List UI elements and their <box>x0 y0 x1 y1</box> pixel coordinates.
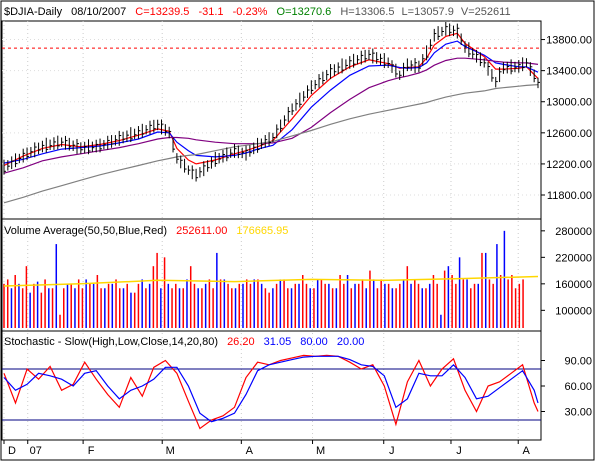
stoch-k-line <box>3 354 539 430</box>
price-tick-label: 13000.00 <box>546 97 592 109</box>
header-volume: V=252611 <box>461 6 511 18</box>
stoch-legend-lower: 20.00 <box>337 336 365 348</box>
header-pct: -0.23% <box>233 6 268 18</box>
x-axis: D 07 F M A M J J A <box>3 440 531 457</box>
header-low: L=13057.9 <box>402 6 454 18</box>
x-tick-label: A <box>523 445 531 457</box>
price-tick-label: 13800.00 <box>546 35 592 47</box>
stoch-tick-label: 90.00 <box>564 356 592 368</box>
header-high: H=13306.5 <box>340 6 394 18</box>
volume-tick-label: 100000 <box>555 305 592 317</box>
x-tick-label: 07 <box>30 445 42 457</box>
x-tick-label: J <box>456 445 462 457</box>
header-symbol: $DJIA-Daily <box>4 6 63 18</box>
volume-tick-label: 220000 <box>555 252 592 264</box>
volume-legend-last: 252611.00 <box>176 225 227 237</box>
x-tick-label: F <box>88 445 95 457</box>
volume-tick-label: 160000 <box>555 279 592 291</box>
x-tick-label: M <box>316 445 325 457</box>
volume-tick-label: 280000 <box>555 226 592 238</box>
stoch-y-axis: 30.00 60.00 90.00 <box>2 356 592 421</box>
x-tick-label: A <box>246 445 254 457</box>
stoch-legend-upper: 80.00 <box>300 336 328 348</box>
header-close: C=13239.5 <box>135 6 189 18</box>
stoch-tick-label: 30.00 <box>564 407 592 419</box>
x-tick-label: D <box>8 445 16 457</box>
volume-legend: Volume Average(50,50,Blue,Red) 252611.00… <box>4 225 288 237</box>
sma-red-line <box>3 32 539 167</box>
price-tick-label: 11800.00 <box>547 190 592 202</box>
chart-header: $DJIA-Daily 08/10/2007 C=13239.5 -31.1 -… <box>4 6 511 18</box>
stoch-series <box>3 354 539 430</box>
stoch-legend-d: 31.05 <box>264 336 292 348</box>
sma-gray-line <box>3 84 539 204</box>
volume-average-line <box>3 275 539 287</box>
stoch-legend-k: 26.20 <box>227 336 255 348</box>
x-tick-label: M <box>166 445 175 457</box>
volume-y-axis: 100000 160000 220000 280000 <box>541 226 592 317</box>
sma-blue-line <box>3 40 539 164</box>
price-tick-label: 12200.00 <box>546 159 592 171</box>
stoch-legend: Stochastic - Slow(High,Low,Close,14,20,8… <box>4 336 364 348</box>
header-open: O=13270.6 <box>277 6 332 18</box>
stoch-d-line <box>3 355 539 423</box>
header-date: 08/10/2007 <box>71 6 126 18</box>
price-tick-label: 13400.00 <box>546 66 592 78</box>
volume-bars <box>3 230 524 328</box>
price-tick-label: 12600.00 <box>546 128 592 140</box>
volume-legend-avg: 176665.95 <box>236 225 288 237</box>
volume-legend-label: Volume Average(50,50,Blue,Red) <box>4 225 167 237</box>
price-series <box>3 32 539 204</box>
stoch-legend-label: Stochastic - Slow(High,Low,Close,14,20,8… <box>4 336 218 348</box>
price-bars <box>3 21 540 182</box>
volume-average-path <box>3 275 539 287</box>
x-tick-label: J <box>389 445 395 457</box>
price-y-axis: 11800.00 12200.00 12600.00 13000.00 13400.00… <box>2 35 592 202</box>
stoch-tick-label: 60.00 <box>564 381 592 393</box>
header-change: -31.1 <box>198 6 223 18</box>
